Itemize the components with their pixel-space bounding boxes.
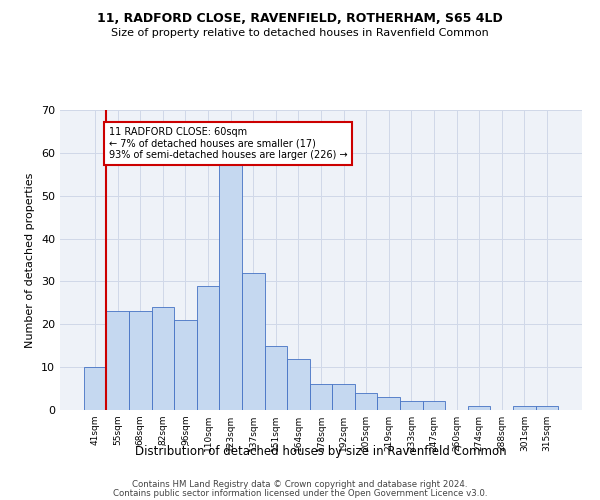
Text: Size of property relative to detached houses in Ravenfield Common: Size of property relative to detached ho… xyxy=(111,28,489,38)
Text: Contains public sector information licensed under the Open Government Licence v3: Contains public sector information licen… xyxy=(113,489,487,498)
Bar xyxy=(536,406,558,410)
Text: Contains HM Land Registry data © Crown copyright and database right 2024.: Contains HM Land Registry data © Crown c… xyxy=(132,480,468,489)
Bar xyxy=(152,307,174,410)
Bar xyxy=(513,406,536,410)
Bar xyxy=(355,393,377,410)
Bar xyxy=(332,384,355,410)
Bar xyxy=(106,312,129,410)
Bar xyxy=(265,346,287,410)
Bar xyxy=(197,286,220,410)
Y-axis label: Number of detached properties: Number of detached properties xyxy=(25,172,35,348)
Bar xyxy=(287,358,310,410)
Bar xyxy=(174,320,197,410)
Bar xyxy=(242,273,265,410)
Bar xyxy=(310,384,332,410)
Bar xyxy=(129,312,152,410)
Bar xyxy=(377,397,400,410)
Text: Distribution of detached houses by size in Ravenfield Common: Distribution of detached houses by size … xyxy=(135,445,507,458)
Text: 11, RADFORD CLOSE, RAVENFIELD, ROTHERHAM, S65 4LD: 11, RADFORD CLOSE, RAVENFIELD, ROTHERHAM… xyxy=(97,12,503,26)
Bar xyxy=(400,402,422,410)
Bar xyxy=(220,157,242,410)
Bar xyxy=(468,406,490,410)
Bar xyxy=(422,402,445,410)
Text: 11 RADFORD CLOSE: 60sqm
← 7% of detached houses are smaller (17)
93% of semi-det: 11 RADFORD CLOSE: 60sqm ← 7% of detached… xyxy=(109,127,347,160)
Bar xyxy=(84,367,106,410)
